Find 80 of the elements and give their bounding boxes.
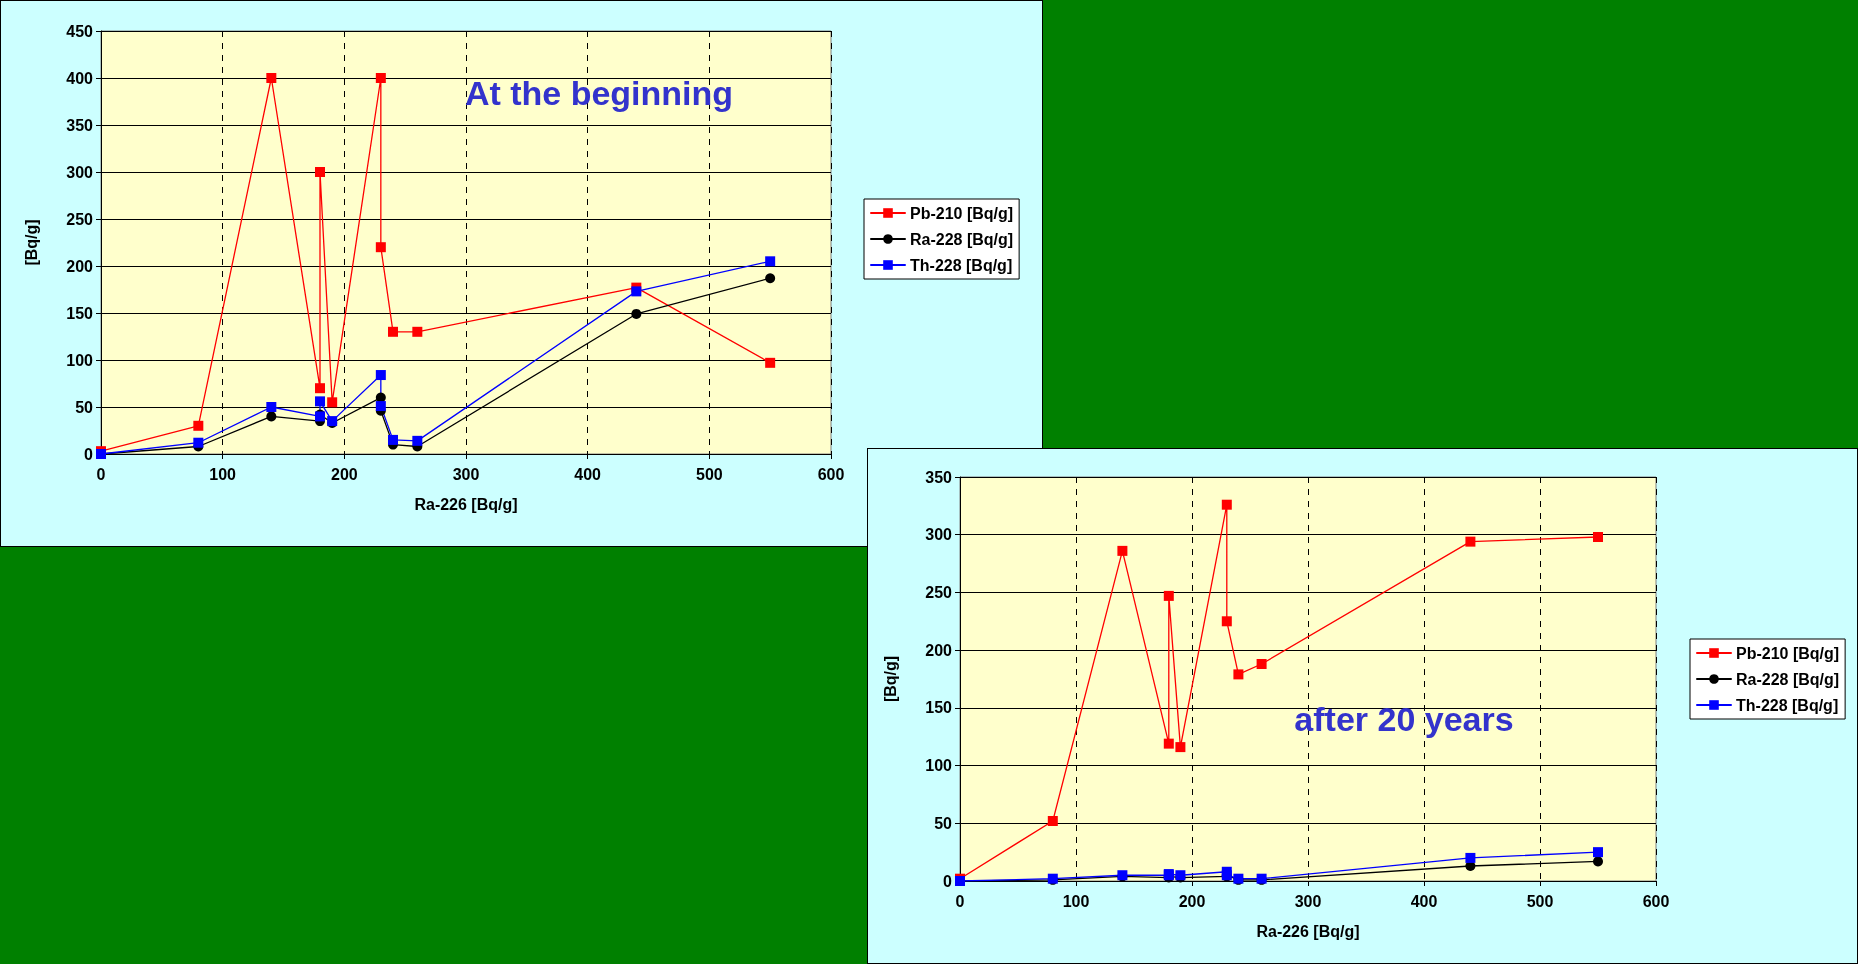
point	[266, 73, 277, 83]
x-tick-label: 200	[330, 465, 358, 483]
y-tick-label: 400	[66, 69, 94, 87]
point	[1163, 738, 1174, 749]
point	[315, 396, 325, 407]
x-tick-label: 600	[817, 465, 845, 483]
y-tick-label: 0	[943, 872, 953, 890]
x-axis-title: Ra-226 [Bq/g]	[414, 495, 518, 513]
x-tick-label: 600	[1642, 892, 1670, 910]
legend-label: Th-228 [Bq/g]	[1736, 696, 1839, 714]
x-tick-label: 400	[574, 465, 602, 483]
y-tick-label: 300	[66, 163, 94, 181]
y-tick-label: 200	[66, 257, 94, 275]
y-tick-label: 150	[66, 304, 94, 322]
y-tick-label: 50	[934, 814, 953, 832]
point	[1047, 815, 1058, 826]
legend-label: Ra-228 [Bq/g]	[1736, 670, 1840, 688]
y-tick-label: 100	[925, 757, 953, 775]
point	[412, 435, 423, 446]
point	[388, 434, 398, 445]
point	[765, 357, 776, 368]
y-tick-label: 100	[66, 351, 94, 369]
point	[765, 256, 776, 267]
point	[375, 242, 386, 253]
point	[315, 167, 325, 177]
legend-label: Th-228 [Bq/g]	[910, 256, 1013, 274]
point	[388, 326, 398, 337]
point	[1256, 658, 1267, 669]
legend-label: Pb-210 [Bq/g]	[1736, 644, 1840, 662]
point	[1175, 742, 1186, 753]
x-tick-label: 300	[452, 465, 480, 483]
point	[315, 383, 325, 394]
point	[193, 420, 204, 431]
x-tick-label: 400	[1410, 892, 1438, 910]
point	[1593, 856, 1603, 867]
y-tick-label: 250	[925, 583, 953, 601]
y-tick-label: 200	[925, 641, 953, 659]
legend-label: Ra-228 [Bq/g]	[910, 230, 1014, 248]
x-tick-label: 100	[1062, 892, 1090, 910]
point	[631, 286, 642, 297]
y-tick-label: 300	[925, 526, 953, 544]
point	[1233, 669, 1244, 680]
point	[765, 273, 776, 284]
text: At the beginning	[464, 74, 734, 112]
point	[1221, 616, 1232, 627]
point	[1221, 499, 1232, 510]
point	[375, 401, 386, 412]
point	[266, 411, 277, 422]
x-tick-label: 200	[1178, 892, 1206, 910]
y-tick-label: 150	[925, 699, 953, 717]
x-tick-label: 0	[96, 465, 106, 483]
point	[327, 397, 338, 408]
point	[631, 308, 642, 319]
point	[193, 437, 204, 448]
y-tick-label: 350	[925, 468, 953, 486]
y-tick-label: 50	[75, 398, 94, 416]
text: after 20 years	[1294, 700, 1514, 738]
x-tick-label: 500	[695, 465, 723, 483]
y-tick-label: 350	[66, 116, 94, 134]
y-tick-label: 450	[66, 22, 94, 40]
x-tick-label: 500	[1526, 892, 1554, 910]
y-tick-label: 250	[66, 210, 94, 228]
legend-label: Pb-210 [Bq/g]	[910, 204, 1014, 222]
point	[266, 402, 277, 412]
point	[1593, 847, 1603, 858]
point	[1465, 536, 1476, 547]
point	[1117, 545, 1128, 556]
x-tick-label: 100	[209, 465, 237, 483]
x-axis-title: Ra-226 [Bq/g]	[1256, 922, 1360, 940]
point	[1163, 590, 1174, 601]
y-axis-title: [Bq/g]	[22, 219, 40, 266]
x-tick-label: 300	[1294, 892, 1322, 910]
point	[375, 370, 386, 381]
x-tick-label: 0	[955, 892, 965, 910]
y-tick-label: 0	[84, 445, 94, 463]
point	[412, 326, 423, 337]
point	[1593, 532, 1603, 543]
point	[1465, 852, 1476, 863]
y-axis-title: [Bq/g]	[881, 655, 899, 703]
point	[375, 73, 386, 83]
